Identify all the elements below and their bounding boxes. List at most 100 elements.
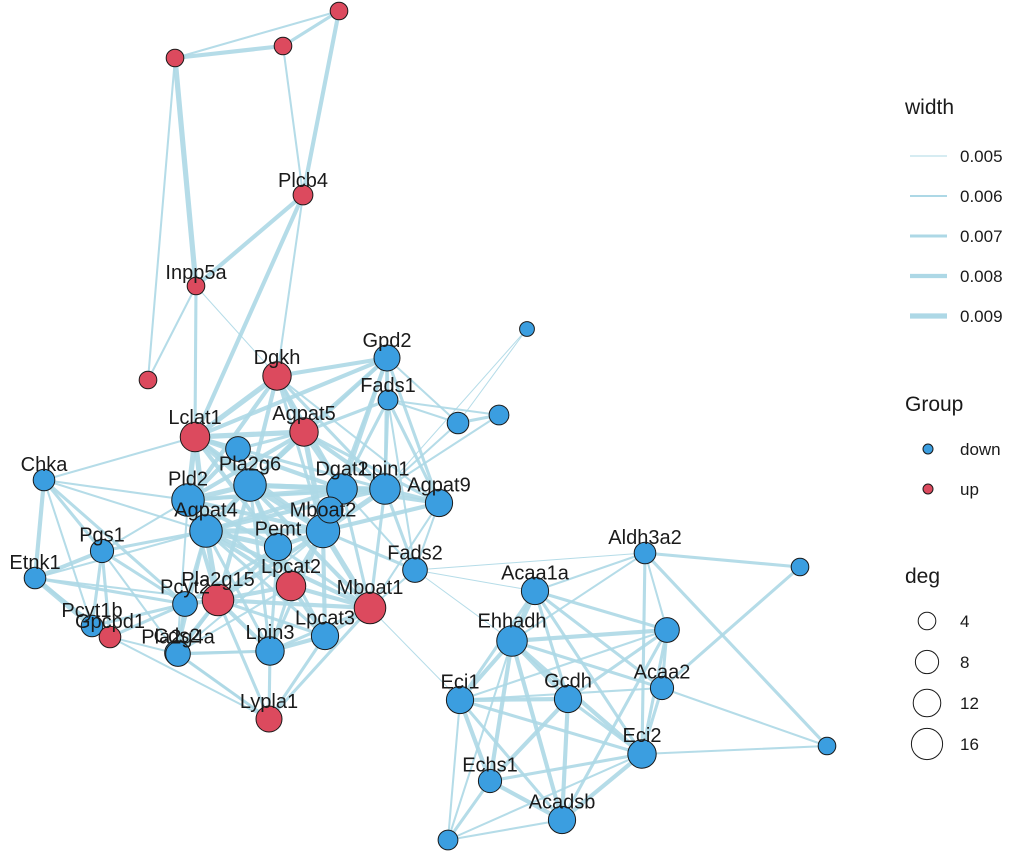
- legend-width-label-3: 0.008: [960, 267, 1003, 286]
- legend-width-title: width: [904, 96, 954, 119]
- edge-Mboat2-Pla2g15: [215, 528, 326, 603]
- edge-Pemt-Lpin3: [268, 545, 280, 653]
- edge-n_scd_a-Lpin1: [383, 421, 460, 491]
- node-Lclat1: [179, 421, 211, 453]
- edge-Agpat9-Mboat1: [368, 501, 441, 610]
- node-label-Mboat1: Mboat1: [337, 577, 404, 599]
- edge-Fads2-Ehhadh: [414, 569, 513, 642]
- node-Acaa1a: [520, 576, 550, 606]
- edge-Pld2-Cds2: [175, 498, 190, 655]
- edge-Gcdh-Eci2: [566, 697, 644, 756]
- node-Eci1: [445, 685, 475, 715]
- edge-Gcdh-Acadsb: [559, 696, 571, 823]
- edge-Eci2-Acadsb: [559, 751, 645, 823]
- legend-deg-label-4: 4: [960, 612, 969, 631]
- node-Pla2g6: [233, 468, 267, 502]
- edge-Agpat5-Agpat9: [302, 430, 441, 505]
- legend-width-label-2: 0.007: [960, 227, 1003, 246]
- node-label-Fads1: Fads1: [360, 375, 416, 397]
- node-label-Agpat4: Agpat4: [174, 500, 237, 522]
- edge-Chka-Pld2: [42, 478, 190, 502]
- edge-n_tiny-n_scd_a: [457, 328, 528, 424]
- edge-Aldh3a2-n_acaa2_top: [643, 551, 669, 632]
- edge-Eci1-Eci2: [458, 698, 644, 756]
- node-n_right2: [817, 736, 837, 756]
- node-label-Acaa1a: Acaa1a: [501, 562, 570, 584]
- edge-Dgkh-Pla2g6: [247, 373, 280, 488]
- node-Fads2: [402, 557, 428, 583]
- edge-Acaa2-n_right2: [660, 686, 829, 748]
- edge-Gpd2-Agpat9: [385, 356, 441, 505]
- node-label-Dgkh: Dgkh: [254, 347, 301, 369]
- legend-width: width 0.005 0.006 0.007 0.008 0.009: [904, 96, 1003, 326]
- edge-Pcyt2-Gpcpd1: [108, 602, 187, 639]
- edge-Lpcat2-Cds2: [175, 584, 293, 655]
- edge-Fads1-Agpat5: [302, 398, 390, 434]
- node-label-Eci1: Eci1: [441, 671, 480, 693]
- node-n_tiny: [519, 321, 535, 337]
- node-n_scd_a: [446, 411, 470, 435]
- edge-Ehhadh-n_acaa2_top: [509, 627, 670, 644]
- node-label-Acadsb: Acadsb: [529, 791, 596, 813]
- legend-deg-label-12: 12: [960, 694, 979, 713]
- node-label-Lpcat3: Lpcat3: [295, 607, 355, 629]
- node-Gcdh: [553, 684, 583, 714]
- edge-Inpp5a-Lclat1: [193, 284, 198, 439]
- edge-Chka-Pcyt1b: [42, 478, 94, 628]
- edge-Aldh3a2-n_right1: [643, 551, 802, 569]
- edge-Gpd2-Lclat1: [192, 355, 390, 440]
- node-n_left_up: [138, 370, 158, 390]
- edge-Aldh3a2-Acaa1a: [533, 551, 647, 593]
- node-Pgs1: [89, 538, 115, 564]
- node-label-Gpd2: Gpd2: [363, 330, 412, 352]
- edge-Fads1-n_scd_a: [386, 398, 460, 425]
- edge-Eci1-Gcdh: [457, 696, 571, 703]
- edge-Lpin3-Pla2g4a: [176, 649, 272, 656]
- edge-Plcb4-Lclat1: [192, 192, 306, 440]
- legend-width-label-0: 0.005: [960, 147, 1003, 166]
- edge-Dgat2-Mboat1: [340, 487, 372, 610]
- legend-deg-circle-16: [910, 727, 944, 761]
- node-label-Ehhadh: Ehhadh: [478, 611, 547, 633]
- edge-Aldh3a2-Ehhadh: [510, 551, 647, 643]
- edge-Agpat4-Lpin3: [204, 529, 272, 653]
- node-label-Fads2: Fads2: [387, 543, 443, 565]
- edge-Agpat4-Etnk1: [33, 529, 208, 580]
- node-Pcyt2: [172, 591, 198, 617]
- edge-Agpat4-Pgs1: [100, 529, 208, 553]
- node-Pemt: [263, 532, 293, 562]
- edge-Ehhadh-Acaa2: [510, 639, 664, 690]
- edge-Pcyt2-Pcyt1b: [90, 602, 187, 628]
- node-label-Lpcat2: Lpcat2: [261, 556, 321, 578]
- node-Acaa2: [649, 675, 675, 701]
- node-label-Pla2g6: Pla2g6: [219, 454, 281, 476]
- edge-Pla2g15-Lypla1: [216, 598, 271, 721]
- edge-n_top1-n_top3: [173, 9, 341, 60]
- node-label-Gpcpd1: Gpcpd1: [75, 611, 145, 633]
- node-Dgkh: [262, 361, 292, 391]
- node-label-Chka: Chka: [21, 454, 69, 476]
- node-label-Lpin1: Lpin1: [361, 459, 410, 481]
- edge-Agpat4-Mboat1: [203, 528, 373, 611]
- edge-n_top1-Plcb4: [300, 8, 342, 198]
- node-Lpcat2: [275, 570, 307, 602]
- node-label-Acaa2: Acaa2: [634, 661, 691, 683]
- node-label-Mboat2: Mboat2: [290, 499, 357, 521]
- node-label-Gcdh: Gcdh: [544, 670, 592, 692]
- edge-Chka-Etnk1: [32, 477, 47, 581]
- edge-Mboat1-Eci1: [369, 607, 461, 701]
- node-layer: [23, 1, 837, 851]
- node-label-Etnk1: Etnk1: [9, 552, 60, 574]
- edge-Lypla1-Cds2: [175, 651, 271, 721]
- node-Eci2: [627, 739, 657, 769]
- edge-layer: [32, 8, 829, 842]
- node-Agpat9: [424, 488, 454, 518]
- node-Agpat5: [289, 417, 319, 447]
- node-Plcb4: [292, 184, 314, 206]
- edge-Dgkh-Lclat1: [192, 373, 280, 440]
- edge-Pgs1-Cds2: [100, 549, 179, 655]
- edge-Ehhadh-n_bottom: [446, 639, 514, 842]
- edge-Inpp5a-n_left_up: [146, 284, 198, 382]
- node-n_top3: [165, 48, 185, 68]
- node-label-Lypla1: Lypla1: [240, 691, 298, 713]
